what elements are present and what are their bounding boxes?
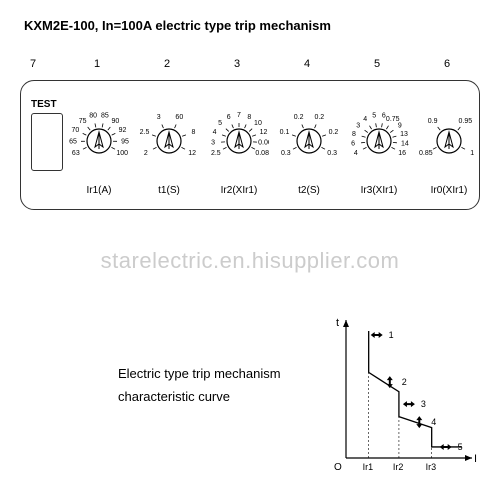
svg-text:0.3: 0.3 — [327, 150, 337, 157]
svg-text:Ir2: Ir2 — [393, 462, 404, 472]
column-number: 7 — [30, 58, 36, 70]
svg-text:8: 8 — [192, 129, 196, 136]
svg-text:0.3: 0.3 — [281, 150, 291, 157]
svg-text:0.2: 0.2 — [314, 114, 324, 121]
svg-text:0.85: 0.85 — [419, 150, 433, 157]
svg-text:4: 4 — [213, 129, 217, 136]
dial-ir2xir1[interactable]: 2.5 3 4567810 12 0.06 0.08 Ir2(XIr1) — [209, 101, 269, 196]
svg-text:I: I — [474, 453, 477, 465]
svg-text:Ir1: Ir1 — [363, 462, 374, 472]
svg-text:3: 3 — [356, 122, 360, 129]
svg-text:0.9: 0.9 — [428, 118, 438, 125]
svg-text:Ir3: Ir3 — [426, 462, 437, 472]
svg-text:12: 12 — [188, 150, 196, 157]
dial-label: Ir3(XIr1) — [349, 185, 409, 196]
dial-ir1a[interactable]: 63 65 70 7580 859092 95 100 Ir1(A) — [69, 101, 129, 196]
dial-label: Ir1(A) — [69, 185, 129, 196]
svg-text:65: 65 — [69, 138, 77, 145]
svg-text:16: 16 — [398, 150, 406, 157]
svg-text:70: 70 — [72, 127, 80, 134]
svg-text:2: 2 — [402, 377, 407, 387]
svg-text:0.95: 0.95 — [459, 118, 473, 125]
svg-text:8: 8 — [352, 131, 356, 138]
dial-ir0xir1[interactable]: 0.85 0.9 0.95 1 Ir0(XIr1) — [419, 101, 479, 196]
svg-text:12: 12 — [260, 129, 268, 136]
column-number: 5 — [374, 58, 380, 70]
svg-text:0.2: 0.2 — [294, 114, 304, 121]
svg-text:6: 6 — [351, 141, 355, 148]
svg-text:6: 6 — [227, 114, 231, 121]
svg-text:13: 13 — [400, 131, 408, 138]
characteristic-curve: t I O Ir1 Ir2 Ir3 1 2 34 5 — [322, 310, 482, 480]
svg-text:0.2: 0.2 — [329, 129, 339, 136]
svg-text:1: 1 — [389, 330, 394, 340]
svg-text:2.5: 2.5 — [211, 150, 221, 157]
svg-text:7: 7 — [237, 112, 241, 119]
svg-text:3: 3 — [157, 114, 161, 121]
dial-label: Ir2(XIr1) — [209, 185, 269, 196]
dial-label: Ir0(XIr1) — [419, 185, 479, 196]
page-title: KXM2E-100, In=100A electric type trip me… — [24, 18, 331, 33]
svg-text:4: 4 — [363, 116, 367, 123]
svg-text:100: 100 — [116, 150, 128, 157]
column-number: 1 — [94, 58, 100, 70]
svg-text:3: 3 — [211, 140, 215, 147]
svg-text:80: 80 — [89, 113, 97, 120]
svg-text:0.08: 0.08 — [255, 150, 269, 157]
curve-caption: Electric type trip mechanism characteris… — [118, 362, 281, 409]
dial-t2s[interactable]: 0.3 0.1 0.2 0.2 0.2 0.3 t2(S) — [279, 101, 339, 196]
test-button[interactable] — [31, 113, 63, 171]
svg-text:92: 92 — [119, 127, 127, 134]
svg-text:75: 75 — [79, 118, 87, 125]
svg-text:10: 10 — [254, 120, 262, 127]
svg-text:0.06: 0.06 — [258, 140, 269, 147]
svg-text:2.5: 2.5 — [140, 129, 150, 136]
dial-label: t1(S) — [139, 185, 199, 196]
column-number: 2 — [164, 58, 170, 70]
dial-ir3xir1[interactable]: 46834560.759131416Ir3(XIr1) — [349, 101, 409, 196]
svg-text:85: 85 — [101, 113, 109, 120]
svg-text:5: 5 — [458, 442, 463, 452]
column-number: 4 — [304, 58, 310, 70]
dial-label: t2(S) — [279, 185, 339, 196]
curve-caption-line2: characteristic curve — [118, 385, 281, 408]
svg-text:90: 90 — [111, 118, 119, 125]
svg-text:t: t — [336, 317, 339, 329]
svg-text:8: 8 — [247, 114, 251, 121]
svg-text:3: 3 — [421, 399, 426, 409]
column-number: 6 — [444, 58, 450, 70]
column-number: 3 — [234, 58, 240, 70]
svg-text:1: 1 — [470, 150, 474, 157]
svg-text:5: 5 — [372, 112, 376, 119]
svg-text:60: 60 — [175, 114, 183, 121]
svg-text:O: O — [334, 462, 342, 473]
curve-caption-line1: Electric type trip mechanism — [118, 362, 281, 385]
svg-text:63: 63 — [72, 150, 80, 157]
svg-text:0.1: 0.1 — [280, 129, 290, 136]
watermark: starelectric.en.hisupplier.com — [0, 248, 500, 274]
svg-text:4: 4 — [431, 417, 436, 427]
svg-text:14: 14 — [401, 141, 409, 148]
svg-text:4: 4 — [354, 150, 358, 157]
trip-panel: TEST 636570758085909295100Ir1(A)22.53608… — [20, 80, 480, 210]
dial-t1s[interactable]: 2 2.5 3 60 8 12 t1(S) — [139, 101, 199, 196]
svg-text:95: 95 — [121, 138, 129, 145]
svg-text:5: 5 — [218, 120, 222, 127]
svg-text:9: 9 — [398, 122, 402, 129]
svg-text:2: 2 — [144, 150, 148, 157]
test-label: TEST — [31, 99, 57, 110]
